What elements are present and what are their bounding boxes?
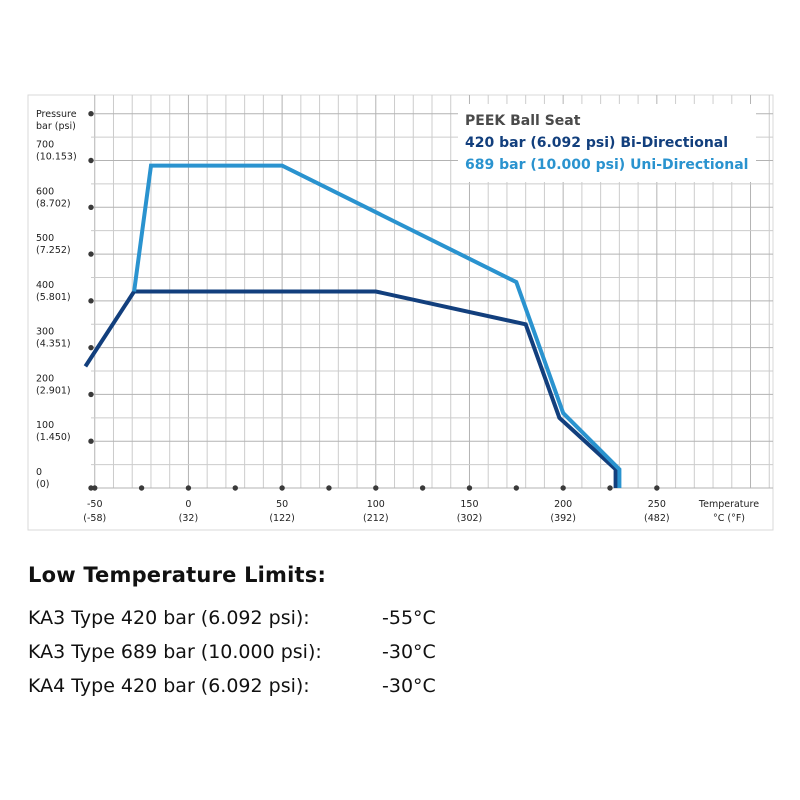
x-tick-sublabel: (302) [457,513,483,524]
y-axis-dot [88,438,94,444]
x-axis-dot [326,485,332,491]
y-axis-title-unit: bar (psi) [36,121,76,132]
y-tick-sublabel: (4.351) [36,339,71,350]
legend-title: PEEK Ball Seat [465,113,581,129]
x-tick-label: -50 [87,499,103,510]
x-tick-sublabel: (122) [269,513,295,524]
x-axis-dot [232,485,238,491]
limit-value: -30°C [382,641,436,663]
x-axis-dot [419,485,426,491]
y-tick-label: 0 [36,467,42,478]
y-tick-label: 700 [36,140,54,151]
y-axis-dot [88,344,94,351]
y-tick-sublabel: (7.252) [36,245,71,256]
y-axis-dot [88,251,94,257]
x-axis-dot [279,485,285,491]
y-axis-dot [88,157,94,164]
limit-label: KA3 Type 689 bar (10.000 psi): [28,641,322,663]
y-tick-label: 600 [36,186,54,197]
limit-value: -30°C [382,675,436,697]
x-tick-label: 250 [648,499,666,510]
y-tick-sublabel: (5.801) [36,292,71,303]
limit-row: KA4 Type 420 bar (6.092 psi): -30°C [28,669,768,703]
x-tick-label: 150 [460,499,478,510]
x-tick-label: 0 [185,499,191,510]
limit-label: KA4 Type 420 bar (6.092 psi): [28,675,310,697]
limit-label: KA3 Type 420 bar (6.092 psi): [28,607,310,629]
y-tick-sublabel: (10.153) [36,152,77,163]
series-line [132,163,622,488]
limits-title: Low Temperature Limits: [28,563,327,587]
limit-row: KA3 Type 420 bar (6.092 psi): -55°C [28,601,768,635]
y-tick-sublabel: (1.450) [36,432,71,443]
legend-entry: 420 bar (6.092 psi) Bi-Directional [465,135,728,151]
x-tick-sublabel: (32) [179,513,199,524]
y-axis-dot [88,298,94,304]
chart-series [83,163,622,488]
x-axis-title: Temperature [698,499,759,510]
x-tick-sublabel: (-58) [83,513,106,524]
pressure-temperature-chart: 0(0)100(1.450)200(2.901)300(4.351)400(5.… [27,94,774,531]
limit-row: KA3 Type 689 bar (10.000 psi): -30°C [28,635,768,669]
x-axis-dot [466,485,473,491]
y-axis-title: Pressure [36,109,77,120]
x-axis-dot [607,485,613,491]
chart-axis-marks: 0(0)100(1.450)200(2.901)300(4.351)400(5.… [36,109,759,524]
y-axis-dot [88,111,94,117]
x-tick-label: 50 [276,499,288,510]
legend-background [458,104,756,182]
y-tick-sublabel: (0) [36,479,49,490]
x-axis-dot [185,485,192,491]
y-tick-label: 500 [36,233,54,244]
x-tick-label: 100 [367,499,385,510]
x-axis-title-unit: °C (°F) [713,513,745,524]
x-axis-dot [654,485,660,491]
chart-legend: PEEK Ball Seat 420 bar (6.092 psi) Bi-Dir… [458,104,756,182]
y-tick-label: 100 [36,420,54,431]
y-axis-dot [88,391,94,398]
y-axis-dot [88,485,94,491]
y-tick-label: 200 [36,373,54,384]
limit-value: -55°C [382,607,436,629]
x-axis-dot [92,485,98,491]
y-tick-label: 400 [36,280,54,291]
limits-list: KA3 Type 420 bar (6.092 psi): -55°C KA3 Ty… [28,601,768,703]
low-temperature-limits: Low Temperature Limits: KA3 Type 420 bar… [28,563,768,703]
x-axis-dot [513,485,520,491]
x-tick-sublabel: (392) [550,513,576,524]
x-tick-label: 200 [554,499,572,510]
y-tick-sublabel: (2.901) [36,385,71,396]
legend-entry: 689 bar (10.000 psi) Uni-Directional [465,157,748,173]
x-axis-dot [560,485,566,491]
x-axis-dot [373,485,379,491]
x-axis-dot [138,485,145,491]
x-tick-sublabel: (212) [363,513,389,524]
y-axis-dot [88,204,94,210]
y-tick-label: 300 [36,327,54,338]
x-tick-sublabel: (482) [644,513,670,524]
y-tick-sublabel: (8.702) [36,198,71,209]
